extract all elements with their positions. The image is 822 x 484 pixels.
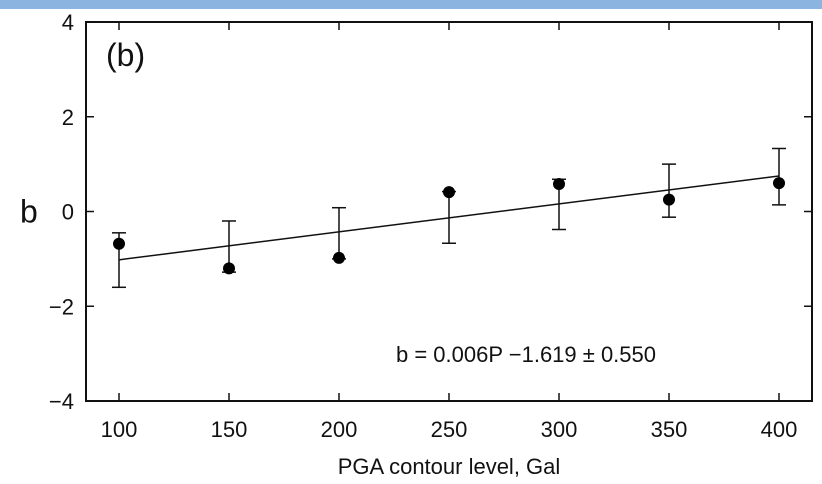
data-point <box>443 186 455 199</box>
y-tick-label: −2 <box>49 294 74 319</box>
x-tick-label: 400 <box>761 417 798 442</box>
panel-label: (b) <box>106 37 145 73</box>
y-axis-label: b <box>20 194 38 230</box>
y-tick-label: 2 <box>62 105 74 130</box>
y-tick-label: 4 <box>62 10 74 35</box>
x-tick-label: 200 <box>321 417 358 442</box>
fit-equation: b = 0.006P −1.619 ± 0.550 <box>396 342 656 367</box>
x-tick-label: 350 <box>651 417 688 442</box>
data-point <box>663 193 675 206</box>
header-bar <box>0 0 822 9</box>
data-point <box>553 178 565 191</box>
x-tick-label: 300 <box>541 417 578 442</box>
data-point <box>773 177 785 190</box>
x-tick-label: 150 <box>211 417 248 442</box>
x-tick-label: 100 <box>101 417 138 442</box>
y-tick-label: −4 <box>49 389 74 414</box>
data-point <box>333 251 345 264</box>
x-tick-label: 250 <box>431 417 468 442</box>
x-axis-label: PGA contour level, Gal <box>338 454 561 479</box>
data-point <box>113 237 125 250</box>
y-tick-label: 0 <box>62 200 74 225</box>
data-point <box>223 262 235 275</box>
